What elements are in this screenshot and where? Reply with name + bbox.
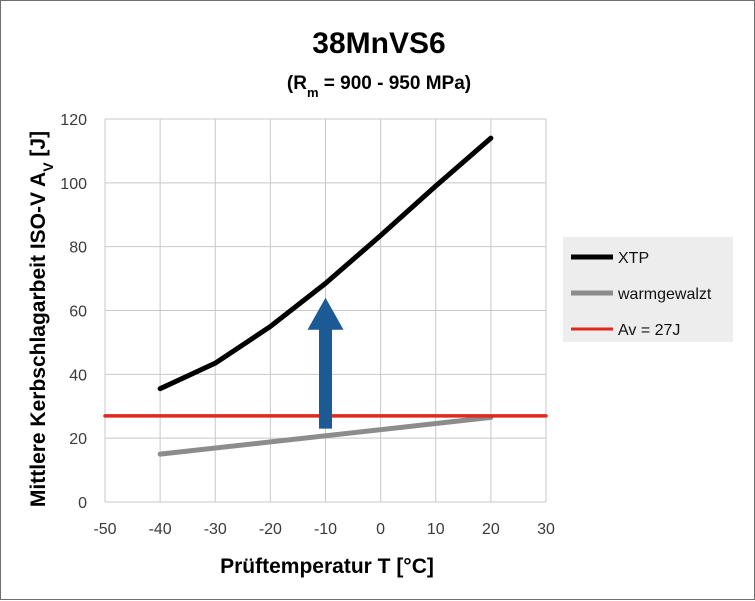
legend-label: XTP xyxy=(618,250,649,267)
y-tick-label: 0 xyxy=(78,495,87,512)
series-line-warmgewalzt xyxy=(157,414,494,457)
up-arrow-annotation xyxy=(307,297,344,429)
y-axis-title-suffix: [J] xyxy=(27,131,50,163)
x-tick-label: 30 xyxy=(537,521,555,538)
y-tick-label: 20 xyxy=(69,431,87,448)
chart-subtitle: (Rm = 900 - 950 MPa) xyxy=(287,73,471,100)
subtitle-subscript: m xyxy=(307,85,319,100)
x-tick-label: -20 xyxy=(259,521,282,538)
x-tick-label: -50 xyxy=(93,521,116,538)
subtitle-prefix: (R xyxy=(287,73,307,94)
tick-layer: -50 -40 -30 -20 -10 0 10 20 30 0 20 40 60 80 100 120 xyxy=(60,112,555,538)
y-tick-label: 100 xyxy=(60,176,87,193)
y-axis-title-subscript: V xyxy=(40,162,56,172)
x-tick-label: 20 xyxy=(482,521,500,538)
legend-label: warmgewalzt xyxy=(617,286,712,303)
x-tick-label: 0 xyxy=(376,521,385,538)
y-tick-label: 80 xyxy=(69,240,87,257)
y-tick-label: 60 xyxy=(69,304,87,321)
series-line-xtp xyxy=(157,135,494,392)
y-tick-label: 40 xyxy=(69,367,87,384)
x-axis-title: Prüftemperatur T [°C] xyxy=(220,555,434,578)
x-tick-label: -10 xyxy=(314,521,337,538)
y-axis-title-prefix: Mittlere Kerbschlagarbeit ISO-V A xyxy=(27,172,50,507)
x-tick-label: 10 xyxy=(427,521,445,538)
legend-items: XTP warmgewalzt Av = 27J xyxy=(571,250,712,339)
legend: XTP warmgewalzt Av = 27J xyxy=(563,237,733,342)
chart-title: 38MnVS6 xyxy=(312,27,445,60)
legend-label: Av = 27J xyxy=(618,322,680,339)
x-tick-label: -30 xyxy=(204,521,227,538)
subtitle-suffix: = 900 - 950 MPa) xyxy=(319,73,472,94)
y-axis-title: Mittlere Kerbschlagarbeit ISO-V AV [J] xyxy=(27,131,56,507)
y-tick-label: 120 xyxy=(60,112,87,129)
x-tick-label: -40 xyxy=(149,521,172,538)
annotation-layer xyxy=(307,297,344,429)
